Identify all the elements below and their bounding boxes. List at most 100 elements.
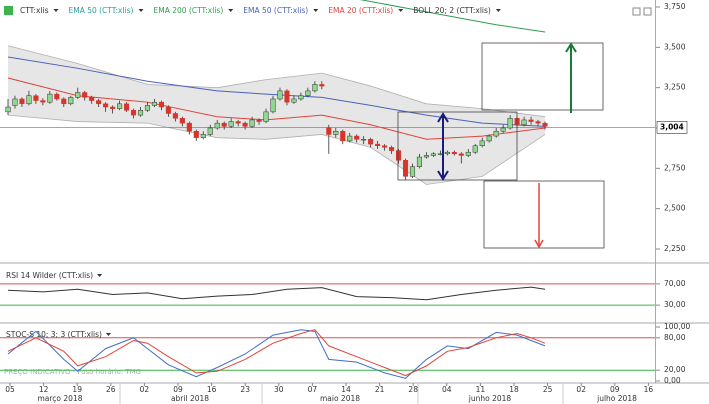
candle-body bbox=[200, 134, 206, 138]
panel-menu[interactable] bbox=[105, 333, 111, 336]
x-tick-label: 21 bbox=[375, 385, 385, 394]
x-tick-label: 02 bbox=[576, 385, 586, 394]
frame bbox=[0, 0, 709, 384]
footer-note: PREÇO INDICATIVO - Fuso horário: TMG bbox=[4, 368, 141, 376]
candle-body bbox=[19, 98, 25, 105]
legend-menu[interactable] bbox=[228, 9, 234, 12]
candle-body bbox=[186, 122, 192, 132]
legend-menu[interactable] bbox=[138, 9, 144, 12]
arrow-head bbox=[437, 112, 449, 123]
candle-body bbox=[33, 95, 39, 101]
candle-body bbox=[221, 122, 227, 127]
candle-body bbox=[207, 127, 213, 135]
candle-body bbox=[263, 111, 269, 122]
legend-menu[interactable] bbox=[495, 9, 501, 12]
x-tick-label: 25 bbox=[543, 385, 553, 394]
candle-body bbox=[340, 130, 346, 142]
candle-body bbox=[333, 130, 339, 135]
legend-item[interactable]: BOLL 20; 2 (CTT:xlis) bbox=[413, 6, 491, 15]
candle-body bbox=[82, 92, 88, 98]
legend-item[interactable]: EMA 20 (CTT:xlis) bbox=[328, 6, 393, 15]
candle-body bbox=[444, 151, 450, 155]
ema-line bbox=[7, 77, 546, 140]
candle-body bbox=[472, 145, 478, 153]
candle-body bbox=[40, 100, 46, 103]
last-price-box bbox=[656, 121, 688, 134]
x-tick-label: 16 bbox=[207, 385, 217, 394]
y-tick-label: 3,500 bbox=[664, 42, 686, 51]
candle-body bbox=[465, 151, 471, 156]
price-plot bbox=[0, 0, 655, 185]
legend-item[interactable]: EMA 50 (CTT:xlis) bbox=[243, 6, 308, 15]
legend-menu[interactable] bbox=[313, 9, 319, 12]
candle-body bbox=[291, 98, 297, 103]
ema-line bbox=[359, 0, 546, 33]
candle-body bbox=[486, 135, 492, 142]
candle-body bbox=[179, 118, 185, 124]
candle-body bbox=[535, 121, 541, 124]
candle-body bbox=[47, 93, 53, 103]
legend-item[interactable]: EMA 200 (CTT:xlis) bbox=[153, 6, 223, 15]
y-tick-label: 2,250 bbox=[664, 244, 686, 253]
legend-menu[interactable] bbox=[398, 9, 404, 12]
candle-body bbox=[54, 93, 60, 100]
y-tick-label: 20,00 bbox=[664, 365, 686, 374]
month-label: maio 2018 bbox=[320, 394, 360, 403]
settings-icon[interactable] bbox=[632, 7, 641, 16]
candle-body bbox=[5, 106, 11, 113]
month-label: julho 2018 bbox=[596, 394, 637, 403]
candle-body bbox=[89, 97, 95, 101]
x-tick-label: 14 bbox=[341, 385, 351, 394]
candle-body bbox=[12, 98, 18, 106]
candle-body bbox=[382, 145, 388, 148]
y-tick-label: 80,00 bbox=[664, 333, 686, 342]
symbol-icon[interactable] bbox=[4, 6, 13, 15]
band-area bbox=[8, 45, 545, 185]
candle-body bbox=[451, 151, 457, 155]
candle-body bbox=[130, 110, 137, 116]
arrow-head bbox=[565, 42, 577, 53]
candle-body bbox=[430, 153, 436, 156]
x-tick-label: 18 bbox=[509, 385, 519, 394]
band-line bbox=[7, 45, 546, 118]
x-tick-label: 09 bbox=[173, 385, 183, 394]
legend-menu[interactable] bbox=[53, 9, 59, 12]
x-tick-label: 11 bbox=[476, 385, 486, 394]
panel-title[interactable]: STOC-S 10; 3; 3 (CTT:xlis) bbox=[6, 330, 102, 339]
candle-body bbox=[458, 153, 464, 156]
y-tick-label: 3,750 bbox=[664, 2, 686, 11]
candle-body bbox=[193, 130, 199, 138]
candle-body bbox=[165, 106, 171, 114]
arrow-head bbox=[437, 170, 449, 181]
candle-body bbox=[416, 156, 423, 167]
x-tick-label: 09 bbox=[610, 385, 620, 394]
candle-body bbox=[137, 110, 144, 116]
candle-body bbox=[389, 147, 395, 151]
x-tick-label: 07 bbox=[308, 385, 318, 394]
x-tick-label: 23 bbox=[240, 385, 250, 394]
x-tick-label: 02 bbox=[140, 385, 150, 394]
y-tick-label: 0,00 bbox=[664, 376, 681, 385]
band-line bbox=[7, 114, 546, 185]
close-icon[interactable] bbox=[643, 7, 652, 16]
candle-body bbox=[96, 100, 102, 105]
candle-body bbox=[110, 106, 116, 109]
candle-body bbox=[312, 84, 318, 92]
month-label: abril 2018 bbox=[171, 394, 209, 403]
panel-title[interactable]: RSI 14 Wilder (CTT:xlis) bbox=[6, 271, 93, 280]
candle-body bbox=[326, 127, 332, 135]
legend-item[interactable]: CTT:xlis bbox=[20, 6, 49, 15]
target-box bbox=[481, 42, 604, 111]
candle-body bbox=[319, 84, 325, 87]
candle-body bbox=[151, 101, 158, 106]
x-tick-label: 16 bbox=[644, 385, 654, 394]
x-tick-label: 19 bbox=[72, 385, 82, 394]
candle-body bbox=[256, 119, 262, 122]
annotations bbox=[397, 42, 605, 249]
candle-body bbox=[493, 130, 499, 137]
legend-item[interactable]: EMA 50 (CTT:xlis) bbox=[68, 6, 133, 15]
candle-body bbox=[500, 127, 506, 132]
panel-menu[interactable] bbox=[97, 274, 103, 277]
target-box bbox=[483, 180, 605, 249]
